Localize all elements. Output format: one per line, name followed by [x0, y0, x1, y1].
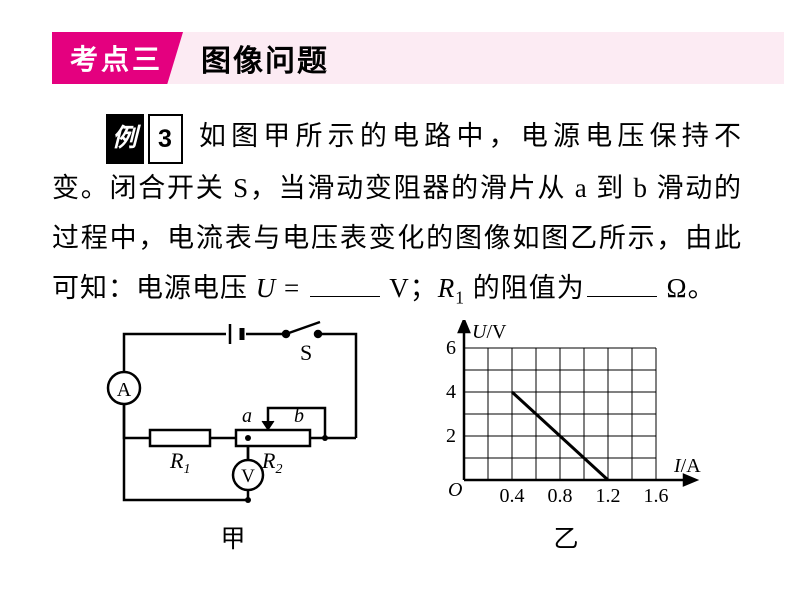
- var-R-sub: 1: [455, 287, 465, 307]
- circuit-figure: S A R1 a b R2 V 甲: [78, 320, 388, 555]
- chart-svg: U/V I/A O 2 4 6 0.4 0.8 1.2 1.6: [416, 320, 716, 515]
- q-line1: 如图甲所示的电路中，电源电压保持不: [199, 121, 742, 151]
- label-R2-sub: 2: [275, 462, 282, 477]
- var-U: U: [256, 273, 277, 303]
- xtick-04: 0.4: [500, 485, 525, 507]
- circuit-caption: 甲: [78, 519, 388, 555]
- x-axis-label: I/A: [673, 455, 701, 477]
- chart-caption: 乙: [416, 519, 716, 555]
- xtick-08: 0.8: [548, 485, 573, 507]
- label-R2: R: [261, 448, 276, 473]
- label-S: S: [300, 340, 312, 365]
- circuit-svg: S A R1 a b R2 V: [78, 320, 388, 515]
- label-a: a: [242, 405, 252, 427]
- blank-resistance: [587, 270, 657, 297]
- origin-label: O: [448, 479, 462, 501]
- svg-text:R2: R2: [261, 448, 282, 477]
- example-badge: 例 3: [106, 114, 183, 164]
- label-R1-sub: 1: [183, 462, 190, 477]
- svg-text:R1: R1: [169, 448, 190, 477]
- chart-figure: U/V I/A O 2 4 6 0.4 0.8 1.2 1.6 乙: [416, 320, 716, 555]
- section-tag: 考点三: [52, 32, 183, 84]
- q-unit-v: V；: [382, 273, 438, 303]
- q-eq: =: [276, 273, 308, 303]
- section-title: 图像问题: [201, 36, 329, 80]
- xtick-16: 1.6: [644, 485, 669, 507]
- label-A: A: [117, 379, 132, 401]
- example-number: 3: [148, 114, 183, 164]
- section-header: 考点三 图像问题: [52, 32, 784, 84]
- example-li: 例: [106, 114, 144, 164]
- label-V: V: [241, 466, 255, 487]
- q-line2: 变。闭合开关 S，当滑动变阻器的滑片从 a 到 b 滑动的: [52, 164, 742, 214]
- q-line4a: 可知：电源电压: [52, 273, 256, 303]
- y-axis-label: U/V: [472, 321, 507, 343]
- ytick-6: 6: [446, 337, 456, 359]
- q-unit-o: Ω。: [659, 273, 716, 303]
- blank-voltage: [310, 270, 380, 297]
- q-line3: 过程中，电流表与电压表变化的图像如图乙所示，由此: [52, 214, 742, 264]
- question-body: 例 3 如图甲所示的电路中，电源电压保持不 变。闭合开关 S，当滑动变阻器的滑片…: [52, 112, 742, 314]
- figures-row: S A R1 a b R2 V 甲: [52, 320, 742, 555]
- var-R: R: [438, 273, 456, 303]
- label-R1: R: [169, 448, 184, 473]
- q-line4b: 的阻值为: [465, 273, 585, 303]
- ytick-4: 4: [446, 381, 456, 403]
- xtick-12: 1.2: [596, 485, 621, 507]
- ytick-2: 2: [446, 425, 456, 447]
- label-b: b: [294, 405, 304, 427]
